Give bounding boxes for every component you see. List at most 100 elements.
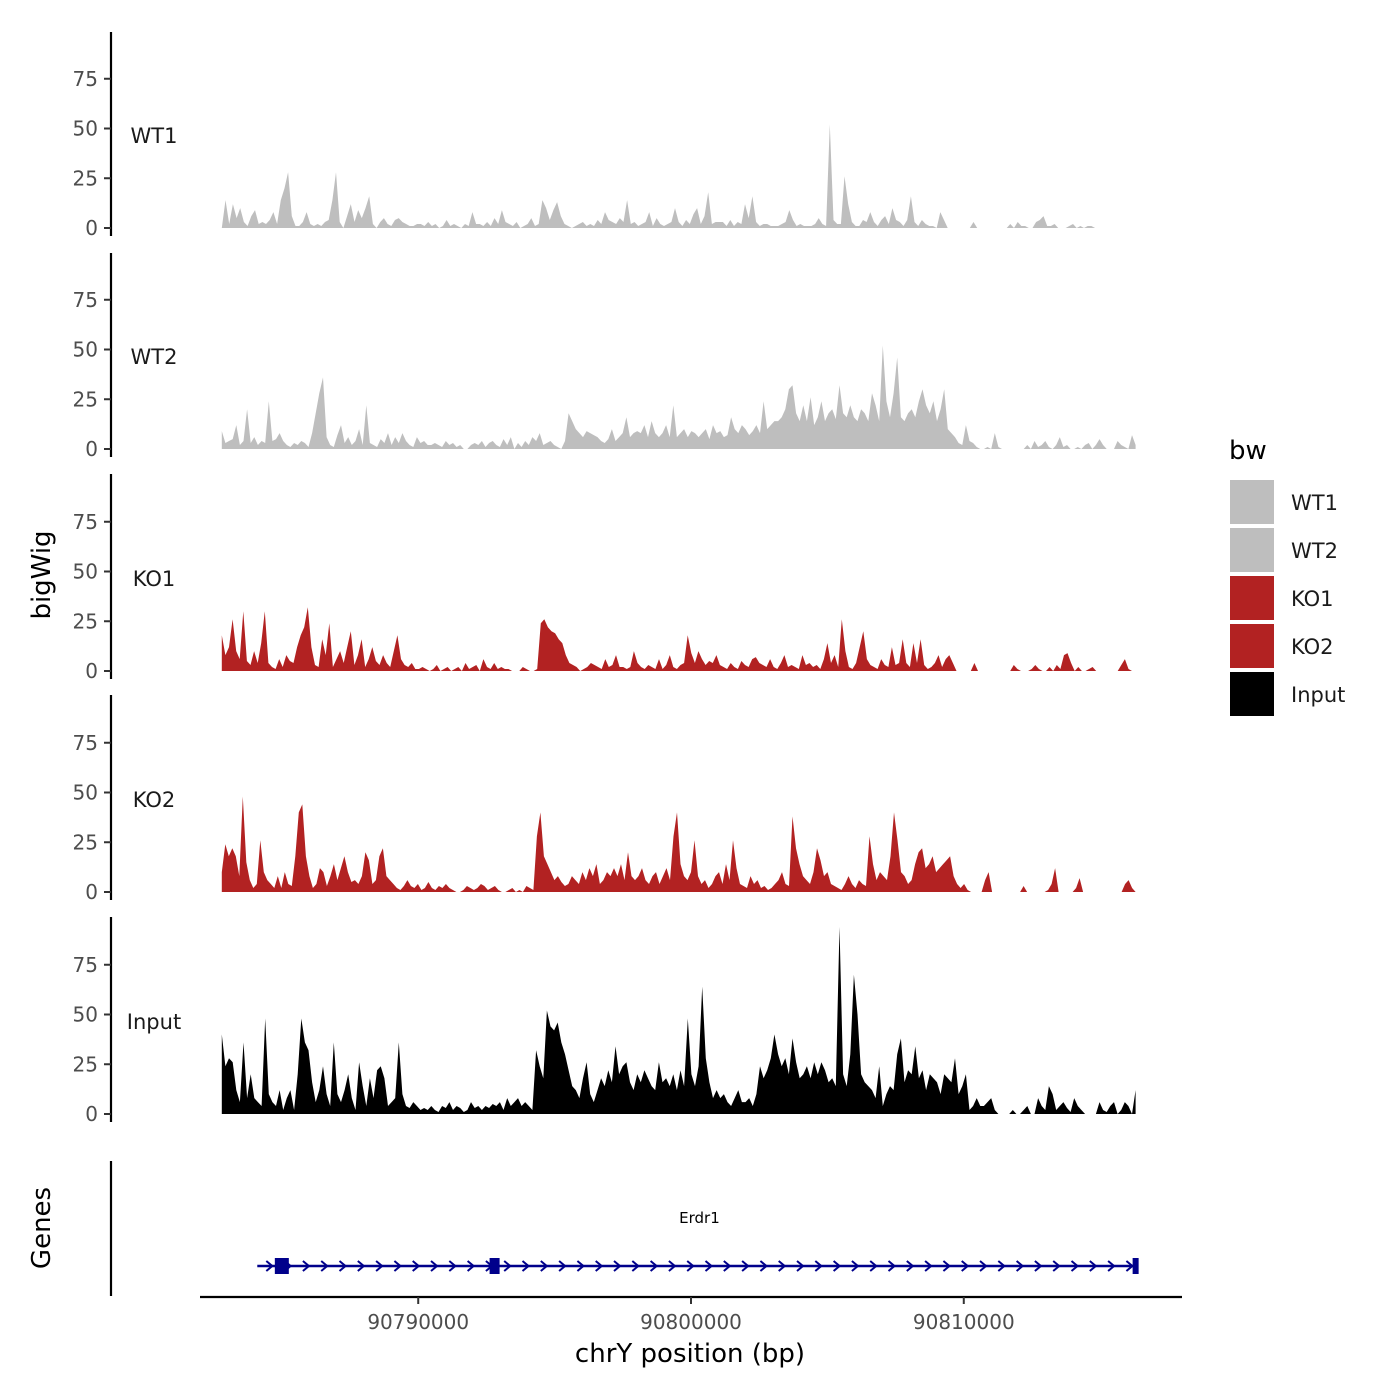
y-axis-title: bigWig [27,530,57,619]
legend-label-ko2: KO2 [1291,635,1334,659]
strand-arrow [649,1260,659,1272]
strand-arrow [851,1260,860,1272]
strand-arrow [796,1260,805,1272]
strand-arrow [540,1260,549,1272]
y-tick-label: 25 [73,387,98,411]
gene-name-label: Erdr1 [679,1209,720,1227]
strand-arrow [961,1260,970,1272]
x-axis: 90790000 90800000 90810000 chrY position (… [200,1295,1182,1369]
track-label: KO1 [133,567,176,591]
y-tick-label: 75 [73,953,98,977]
strand-arrow [576,1260,585,1272]
legend-title: bw [1229,436,1267,466]
x-tick-label: 90810000 [913,1310,1015,1334]
track-label: WT1 [131,124,178,148]
y-tick-label: 50 [73,1003,98,1027]
strand-arrow [814,1260,823,1272]
strand-arrow [558,1260,567,1272]
strand-arrow [430,1260,439,1272]
y-tick-label: 25 [73,609,98,633]
y-tick-label: 0 [85,880,98,904]
strand-arrow [1052,1260,1061,1272]
strand-arrow [887,1260,897,1272]
x-tick-label: 90800000 [640,1310,742,1334]
legend-key-wt1 [1230,480,1274,524]
track-wt2: 0 25 50 75 WT2 [73,253,1136,461]
strand-arrow [320,1260,329,1272]
strand-arrow [1125,1260,1134,1272]
legend-key-wt2 [1230,528,1274,572]
track-label: KO2 [133,788,176,812]
strand-arrow [1070,1260,1080,1272]
legend-label-wt2: WT2 [1291,539,1338,563]
strand-arrow [942,1260,951,1272]
x-tick-label: 90790000 [367,1310,469,1334]
legend-label-wt1: WT1 [1291,491,1338,515]
strand-arrow [906,1260,915,1272]
y-tick-label: 0 [85,437,98,461]
strand-arrow [869,1260,878,1272]
strand-arrow [668,1260,677,1272]
strand-arrow [265,1260,274,1272]
track-input: 0 25 50 75 Input [73,917,1136,1126]
y-tick-label: 50 [73,338,98,362]
strand-arrow [448,1260,457,1272]
y-tick-label: 25 [73,830,98,854]
strand-arrow [631,1260,640,1272]
strand-arrow [997,1260,1006,1272]
area-ko2 [221,796,1136,892]
area-ko1 [221,607,1136,671]
legend-label-ko1: KO1 [1291,587,1334,611]
y-tick-label: 25 [73,166,98,190]
legend-key-ko1 [1230,576,1274,620]
y-tick-label: 50 [73,560,98,584]
y-tick-label: 50 [73,781,98,805]
strand-arrow [686,1260,695,1272]
y-tick-label: 75 [73,731,98,755]
strand-arrow [521,1260,531,1272]
gene-layer: Erdr1 [257,1209,1139,1274]
strand-arrow [723,1260,732,1272]
strand-arrow [503,1260,512,1272]
y-tick-label: 0 [85,659,98,683]
legend: bw WT1 WT2 KO1 KO2 Input [1229,436,1345,716]
strand-arrow [1107,1260,1116,1272]
strand-arrow [466,1260,476,1272]
strand-arrow [1034,1260,1043,1272]
strand-arrow [1089,1260,1098,1272]
strand-arrow [338,1260,348,1272]
y-tick-label: 0 [85,1102,98,1126]
strand-arrow [832,1260,842,1272]
strand-arrow [741,1260,750,1272]
strand-arrow [375,1260,384,1272]
track-ko2: 0 25 50 75 KO2 [73,695,1136,904]
y-tick-label: 75 [73,67,98,91]
genes-panel: Genes Erdr1 [27,1161,1139,1296]
strand-arrow [393,1260,402,1272]
track-label: WT2 [131,345,178,369]
strand-arrow [1015,1260,1025,1272]
strand-arrow [412,1260,421,1272]
area-wt2 [221,345,1136,449]
legend-key-ko2 [1230,624,1274,668]
exon [274,1258,289,1274]
strand-arrow [979,1260,988,1272]
y-tick-label: 75 [73,510,98,534]
strand-arrow [778,1260,787,1272]
legend-label-input: Input [1291,683,1345,707]
legend-key-input [1230,672,1274,716]
track-label: Input [127,1010,181,1034]
track-ko1: 0 25 50 75 KO1 [73,474,1136,683]
strand-arrow [613,1260,622,1272]
y-tick-label: 75 [73,288,98,312]
x-ticks: 90790000 90800000 90810000 [367,1297,1015,1334]
y-tick-label: 50 [73,117,98,141]
y-tick-label: 0 [85,216,98,240]
area-input [221,926,1136,1114]
strand-arrow [759,1260,768,1272]
bigwig-tracks: 0 25 50 75 WT1 0 25 50 75 WT2 0 25 50 75 KO1 0 25 50 75 KO2… [73,32,1136,1126]
strand-arrow [924,1260,933,1272]
x-axis-title: chrY position (bp) [575,1339,805,1369]
track-wt1: 0 25 50 75 WT1 [73,32,1136,240]
